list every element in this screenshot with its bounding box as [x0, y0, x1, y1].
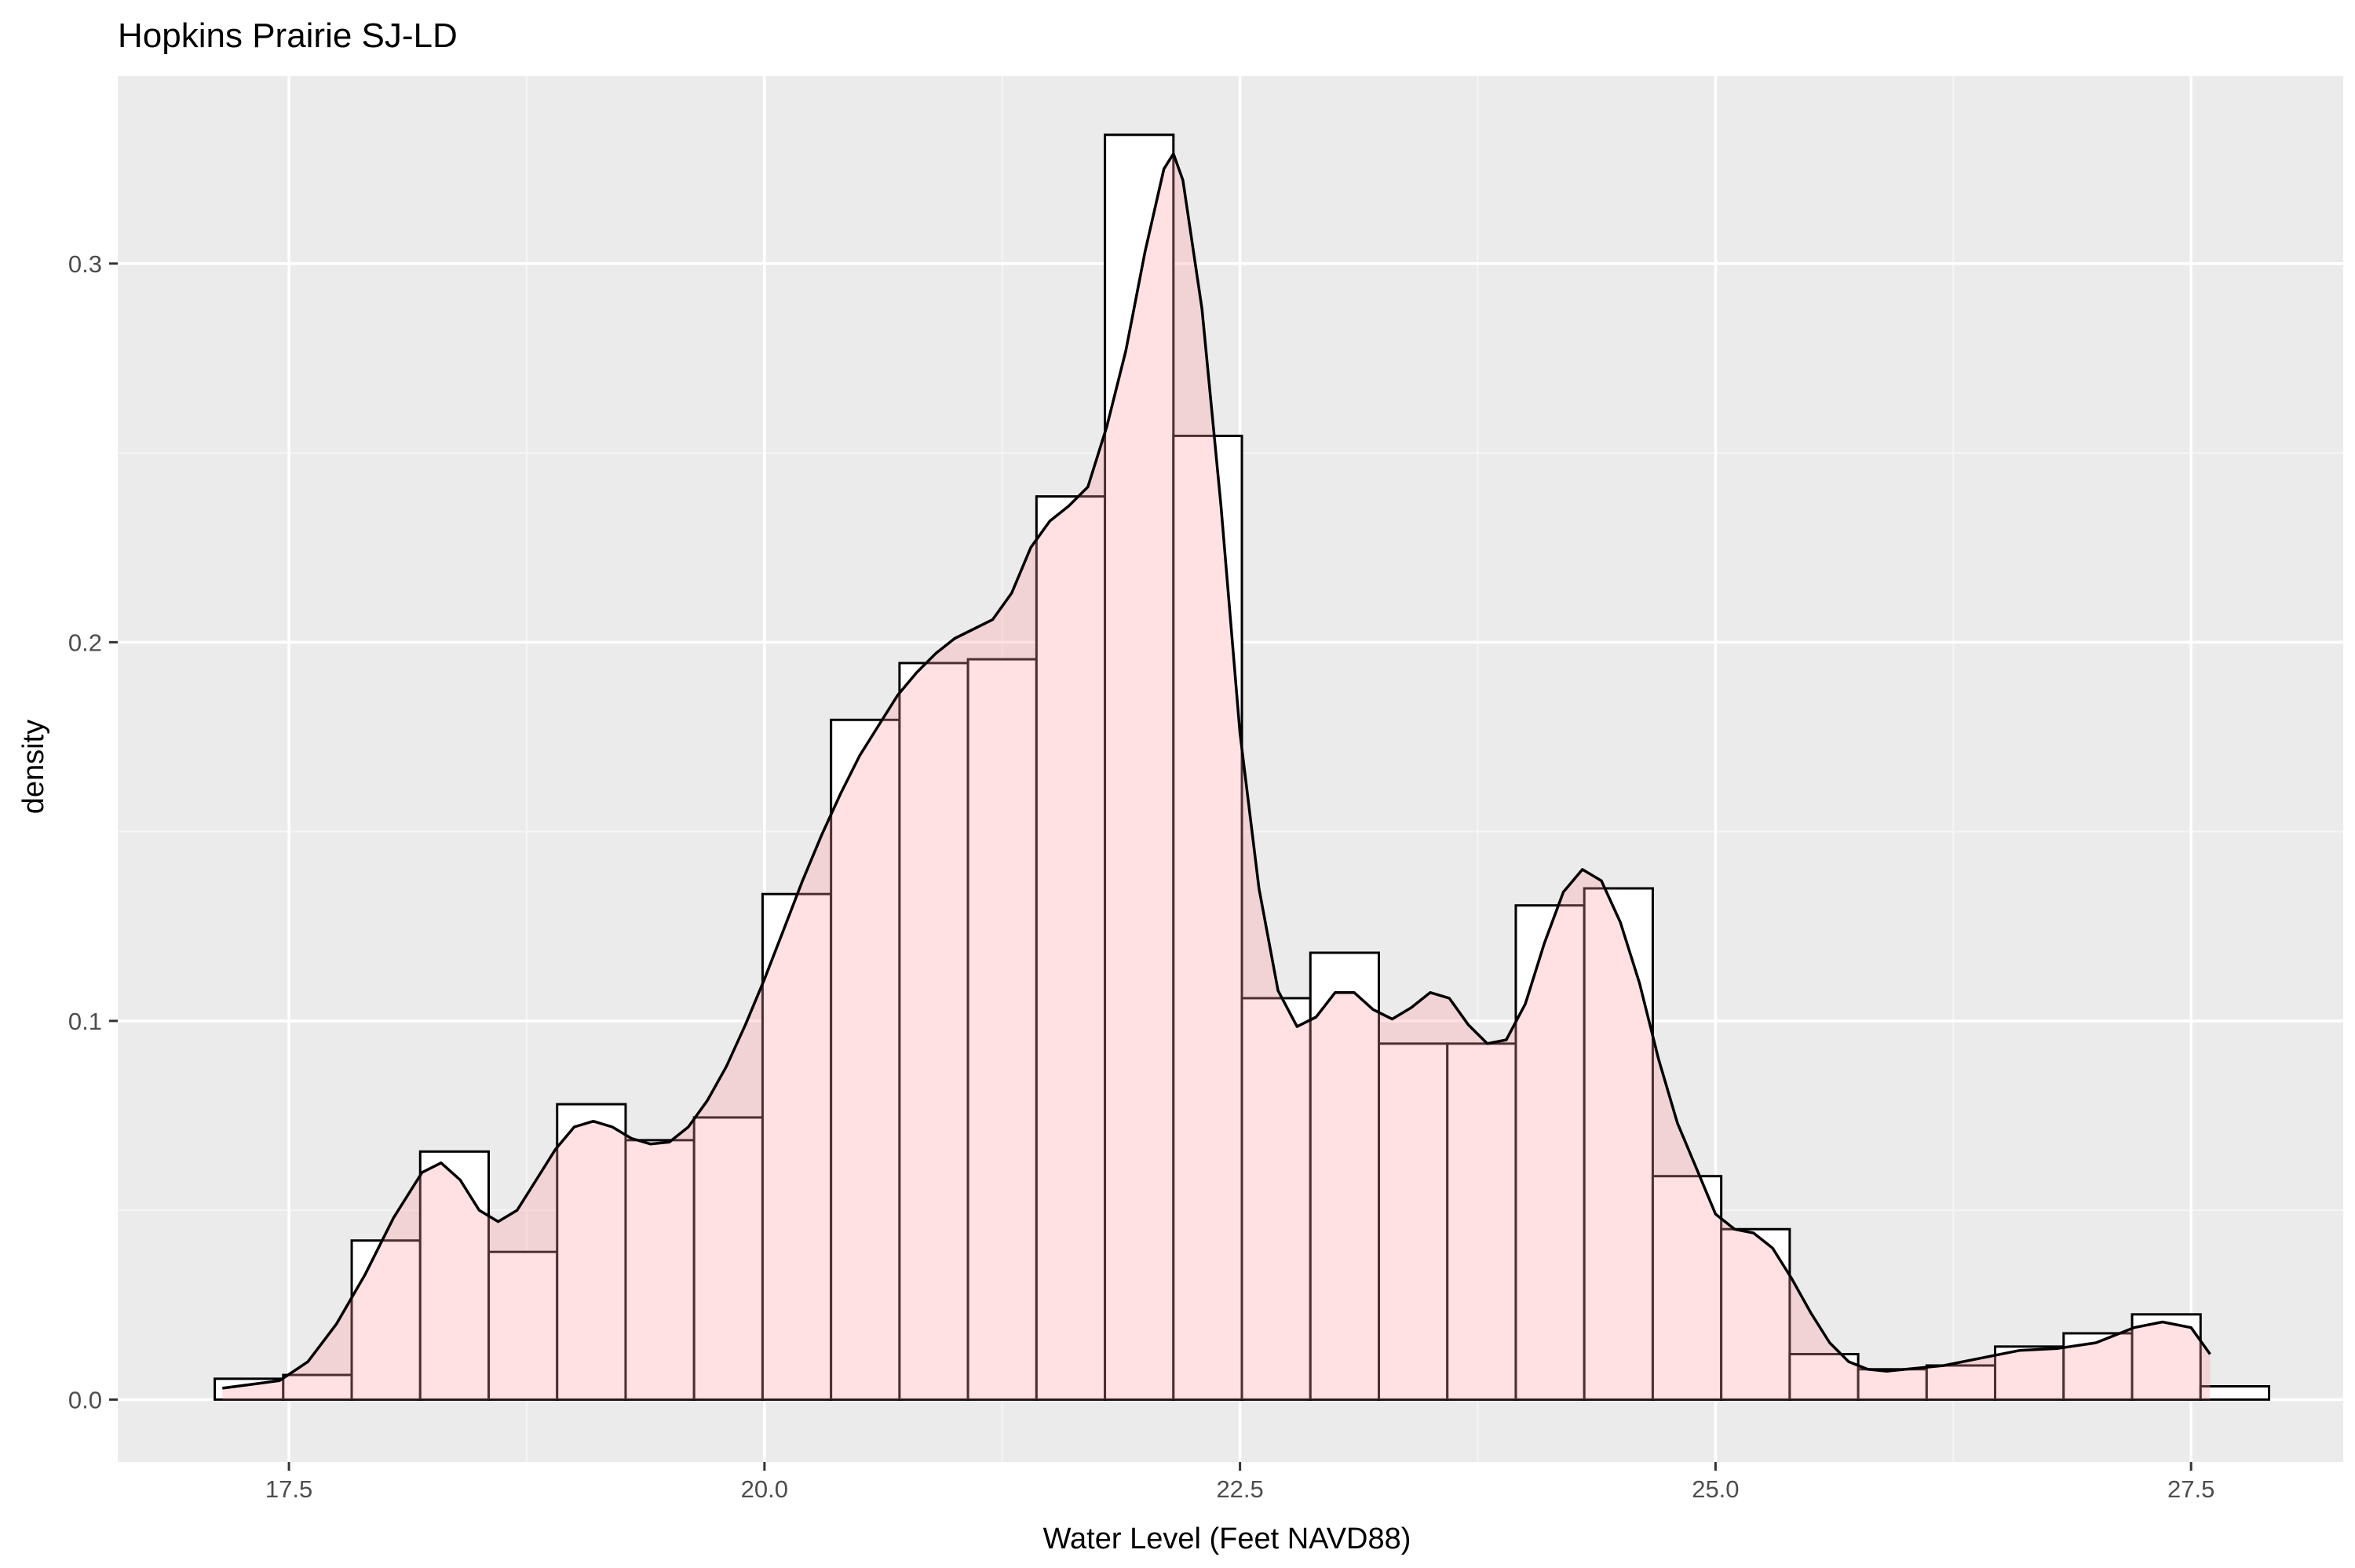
histogram-bar: [692, 1116, 764, 1401]
histogram-bar: [487, 1250, 559, 1401]
histogram-bar: [898, 662, 969, 1401]
histogram-bars: [214, 133, 2271, 1401]
x-tick-label: 27.5: [2167, 1475, 2214, 1503]
y-axis-label: density: [17, 720, 50, 814]
histogram-bar: [2199, 1384, 2271, 1401]
histogram-bar: [624, 1139, 696, 1401]
histogram-bar: [830, 718, 901, 1401]
histogram-bar: [1104, 133, 1175, 1401]
y-tick-label: 0.1: [68, 1008, 102, 1035]
density-line: [222, 152, 2211, 1390]
histogram-bar: [418, 1150, 490, 1401]
histogram-bar: [1583, 887, 1654, 1401]
x-axis-label: Water Level (Feet NAVD88): [1043, 1522, 1411, 1555]
histogram-bar: [1378, 1042, 1449, 1401]
y-axis: 0.0 0.1 0.2 0.3: [68, 250, 118, 1413]
histogram-bar: [350, 1239, 422, 1401]
x-tick-label: 17.5: [265, 1475, 312, 1503]
histogram-bar: [282, 1373, 353, 1401]
chart-title: Hopkins Prairie SJ-LD: [118, 16, 458, 55]
x-tick-label: 22.5: [1216, 1475, 1263, 1503]
x-tick-label: 25.0: [1692, 1475, 1739, 1503]
histogram-bar: [1514, 904, 1586, 1401]
x-tick-label: 20.0: [741, 1475, 788, 1503]
histogram-bar: [2062, 1332, 2134, 1401]
x-axis: 17.5 20.0 22.5 25.0 27.5: [265, 1462, 2214, 1503]
y-tick-label: 0.0: [68, 1386, 102, 1413]
histogram-bar: [1788, 1352, 1860, 1401]
density-area: [222, 153, 2211, 1400]
histogram-bar: [1994, 1345, 2065, 1401]
histogram-bar: [556, 1103, 627, 1401]
histogram-bar: [1172, 434, 1243, 1401]
y-tick-label: 0.3: [68, 250, 102, 278]
y-tick-label: 0.2: [68, 629, 102, 656]
histogram-bar: [1925, 1364, 1997, 1401]
